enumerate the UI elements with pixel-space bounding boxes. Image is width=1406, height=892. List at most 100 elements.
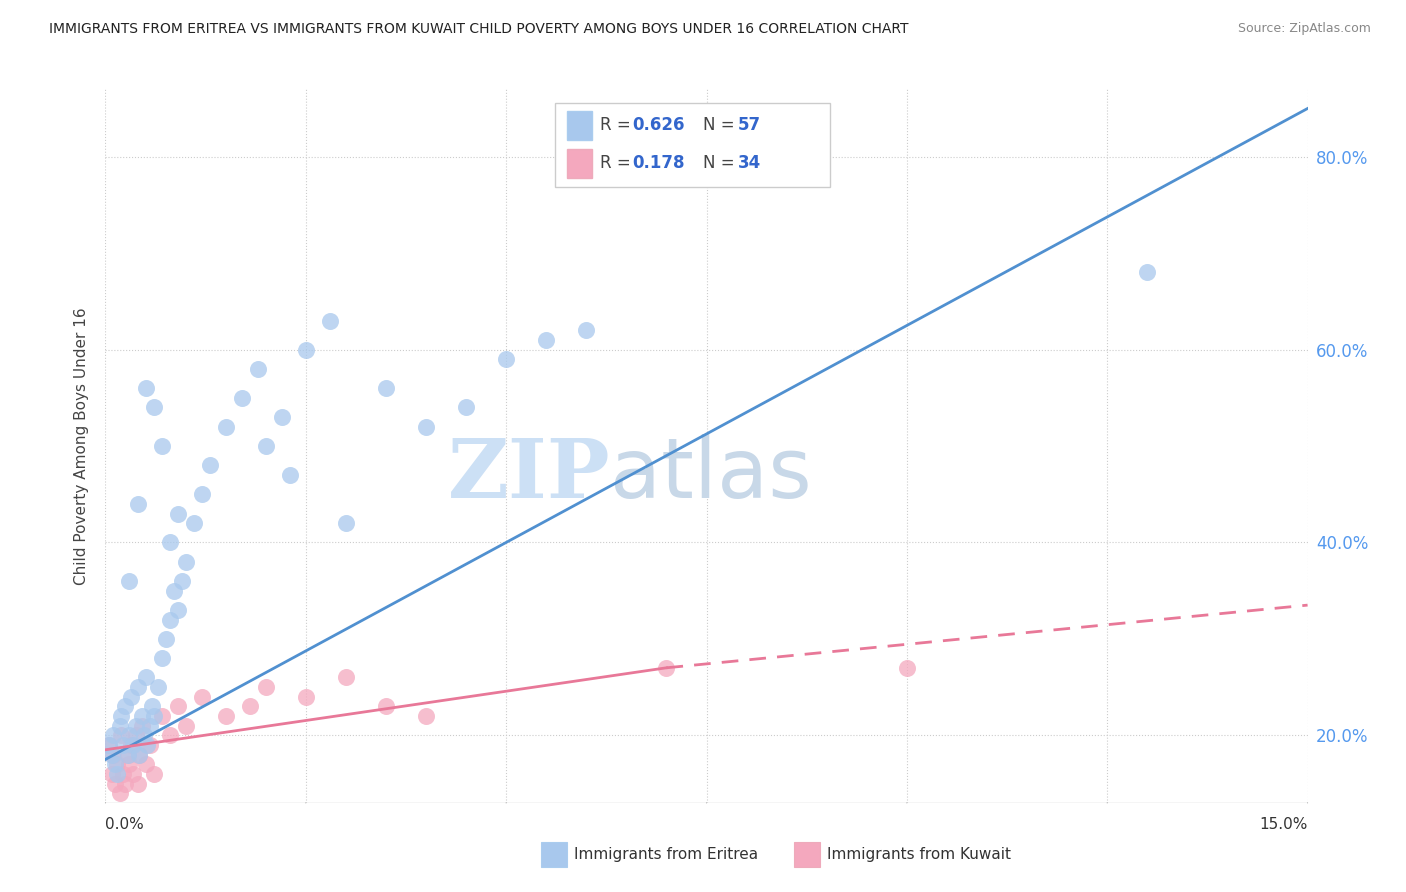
Point xyxy=(456,401,478,415)
Text: 34: 34 xyxy=(738,154,762,172)
Point xyxy=(131,719,153,733)
Text: R =: R = xyxy=(600,116,631,134)
Point xyxy=(146,680,169,694)
Point xyxy=(120,738,142,752)
Point xyxy=(112,738,135,752)
Point xyxy=(295,343,318,357)
Text: atlas: atlas xyxy=(610,434,813,515)
Point xyxy=(127,497,149,511)
Point xyxy=(127,680,149,694)
Point xyxy=(135,381,157,395)
Text: N =: N = xyxy=(703,154,734,172)
Point xyxy=(128,747,150,762)
Point xyxy=(104,757,127,772)
Point xyxy=(132,728,155,742)
Point xyxy=(495,352,517,367)
Text: 15.0%: 15.0% xyxy=(1260,817,1308,832)
Point xyxy=(155,632,177,646)
Point xyxy=(103,728,125,742)
Point xyxy=(138,738,160,752)
Point xyxy=(190,690,212,704)
Point xyxy=(117,747,139,762)
Point xyxy=(117,747,139,762)
Point xyxy=(374,699,396,714)
Point xyxy=(190,487,212,501)
Point xyxy=(214,419,236,434)
Point xyxy=(128,747,150,762)
Point xyxy=(127,776,149,790)
Text: R =: R = xyxy=(600,154,631,172)
Point xyxy=(170,574,193,588)
Point xyxy=(107,767,129,781)
Point xyxy=(103,747,125,762)
Text: 0.178: 0.178 xyxy=(633,154,685,172)
Point xyxy=(415,419,437,434)
Point xyxy=(138,719,160,733)
Point xyxy=(174,719,197,733)
Point xyxy=(198,458,221,473)
Point xyxy=(174,555,197,569)
Text: 0.0%: 0.0% xyxy=(105,817,145,832)
Point xyxy=(575,323,598,337)
Point xyxy=(135,757,157,772)
Point xyxy=(254,439,277,453)
Point xyxy=(319,313,342,327)
Point xyxy=(104,776,127,790)
Point xyxy=(107,757,129,772)
Point xyxy=(118,728,141,742)
Point xyxy=(239,699,262,714)
Point xyxy=(214,709,236,723)
Y-axis label: Child Poverty Among Boys Under 16: Child Poverty Among Boys Under 16 xyxy=(73,307,89,585)
Point xyxy=(131,709,153,723)
Point xyxy=(335,516,357,530)
Text: 57: 57 xyxy=(738,116,761,134)
Point xyxy=(159,728,181,742)
Point xyxy=(655,661,678,675)
Point xyxy=(1136,265,1159,279)
Point xyxy=(135,670,157,684)
Point xyxy=(374,381,396,395)
Point xyxy=(166,603,188,617)
Point xyxy=(108,786,131,800)
Text: Source: ZipAtlas.com: Source: ZipAtlas.com xyxy=(1237,22,1371,36)
Point xyxy=(98,738,121,752)
Point xyxy=(159,613,181,627)
Point xyxy=(112,767,135,781)
Point xyxy=(122,767,145,781)
Point xyxy=(110,728,132,742)
Point xyxy=(896,661,918,675)
Point xyxy=(141,699,163,714)
Point xyxy=(108,719,131,733)
Text: Immigrants from Eritrea: Immigrants from Eritrea xyxy=(574,847,758,862)
Point xyxy=(136,738,159,752)
Point xyxy=(118,757,141,772)
Point xyxy=(101,767,124,781)
Point xyxy=(125,728,148,742)
Point xyxy=(270,410,292,425)
Point xyxy=(162,583,184,598)
Point xyxy=(114,699,136,714)
Point xyxy=(150,709,173,723)
Point xyxy=(254,680,277,694)
Text: N =: N = xyxy=(703,116,734,134)
Point xyxy=(159,535,181,549)
Point xyxy=(114,776,136,790)
Point xyxy=(142,709,165,723)
Text: Immigrants from Kuwait: Immigrants from Kuwait xyxy=(827,847,1011,862)
Point xyxy=(534,333,557,347)
Point xyxy=(150,439,173,453)
Point xyxy=(142,401,165,415)
Text: ZIP: ZIP xyxy=(447,434,610,515)
Point xyxy=(231,391,253,405)
Text: 0.626: 0.626 xyxy=(633,116,685,134)
Point xyxy=(120,690,142,704)
Point xyxy=(110,709,132,723)
Point xyxy=(150,651,173,665)
Point xyxy=(246,362,269,376)
Point xyxy=(335,670,357,684)
Point xyxy=(101,747,124,762)
Point xyxy=(415,709,437,723)
Point xyxy=(278,467,301,482)
Point xyxy=(166,507,188,521)
Point xyxy=(183,516,205,530)
